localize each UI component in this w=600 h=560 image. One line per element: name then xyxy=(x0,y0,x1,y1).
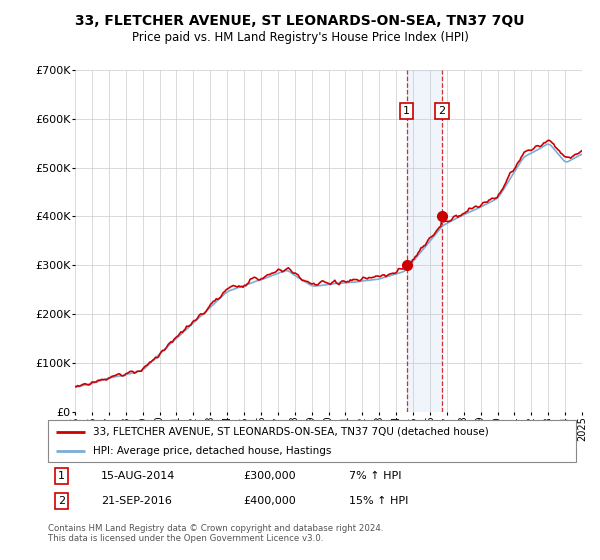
Text: 1: 1 xyxy=(58,471,65,481)
Text: HPI: Average price, detached house, Hastings: HPI: Average price, detached house, Hast… xyxy=(93,446,331,456)
Text: Price paid vs. HM Land Registry's House Price Index (HPI): Price paid vs. HM Land Registry's House … xyxy=(131,31,469,44)
Bar xyxy=(407,70,442,412)
Text: 1: 1 xyxy=(403,106,410,116)
Text: 2: 2 xyxy=(58,496,65,506)
FancyBboxPatch shape xyxy=(48,420,576,462)
Text: 7% ↑ HPI: 7% ↑ HPI xyxy=(349,471,401,481)
Text: Contains HM Land Registry data © Crown copyright and database right 2024.
This d: Contains HM Land Registry data © Crown c… xyxy=(48,524,383,543)
Text: 21-SEP-2016: 21-SEP-2016 xyxy=(101,496,172,506)
Text: £300,000: £300,000 xyxy=(244,471,296,481)
Text: £400,000: £400,000 xyxy=(244,496,296,506)
Text: 2: 2 xyxy=(439,106,445,116)
Text: 15% ↑ HPI: 15% ↑ HPI xyxy=(349,496,409,506)
Text: 33, FLETCHER AVENUE, ST LEONARDS-ON-SEA, TN37 7QU (detached house): 33, FLETCHER AVENUE, ST LEONARDS-ON-SEA,… xyxy=(93,427,488,437)
Text: 33, FLETCHER AVENUE, ST LEONARDS-ON-SEA, TN37 7QU: 33, FLETCHER AVENUE, ST LEONARDS-ON-SEA,… xyxy=(75,14,525,28)
Text: 15-AUG-2014: 15-AUG-2014 xyxy=(101,471,175,481)
